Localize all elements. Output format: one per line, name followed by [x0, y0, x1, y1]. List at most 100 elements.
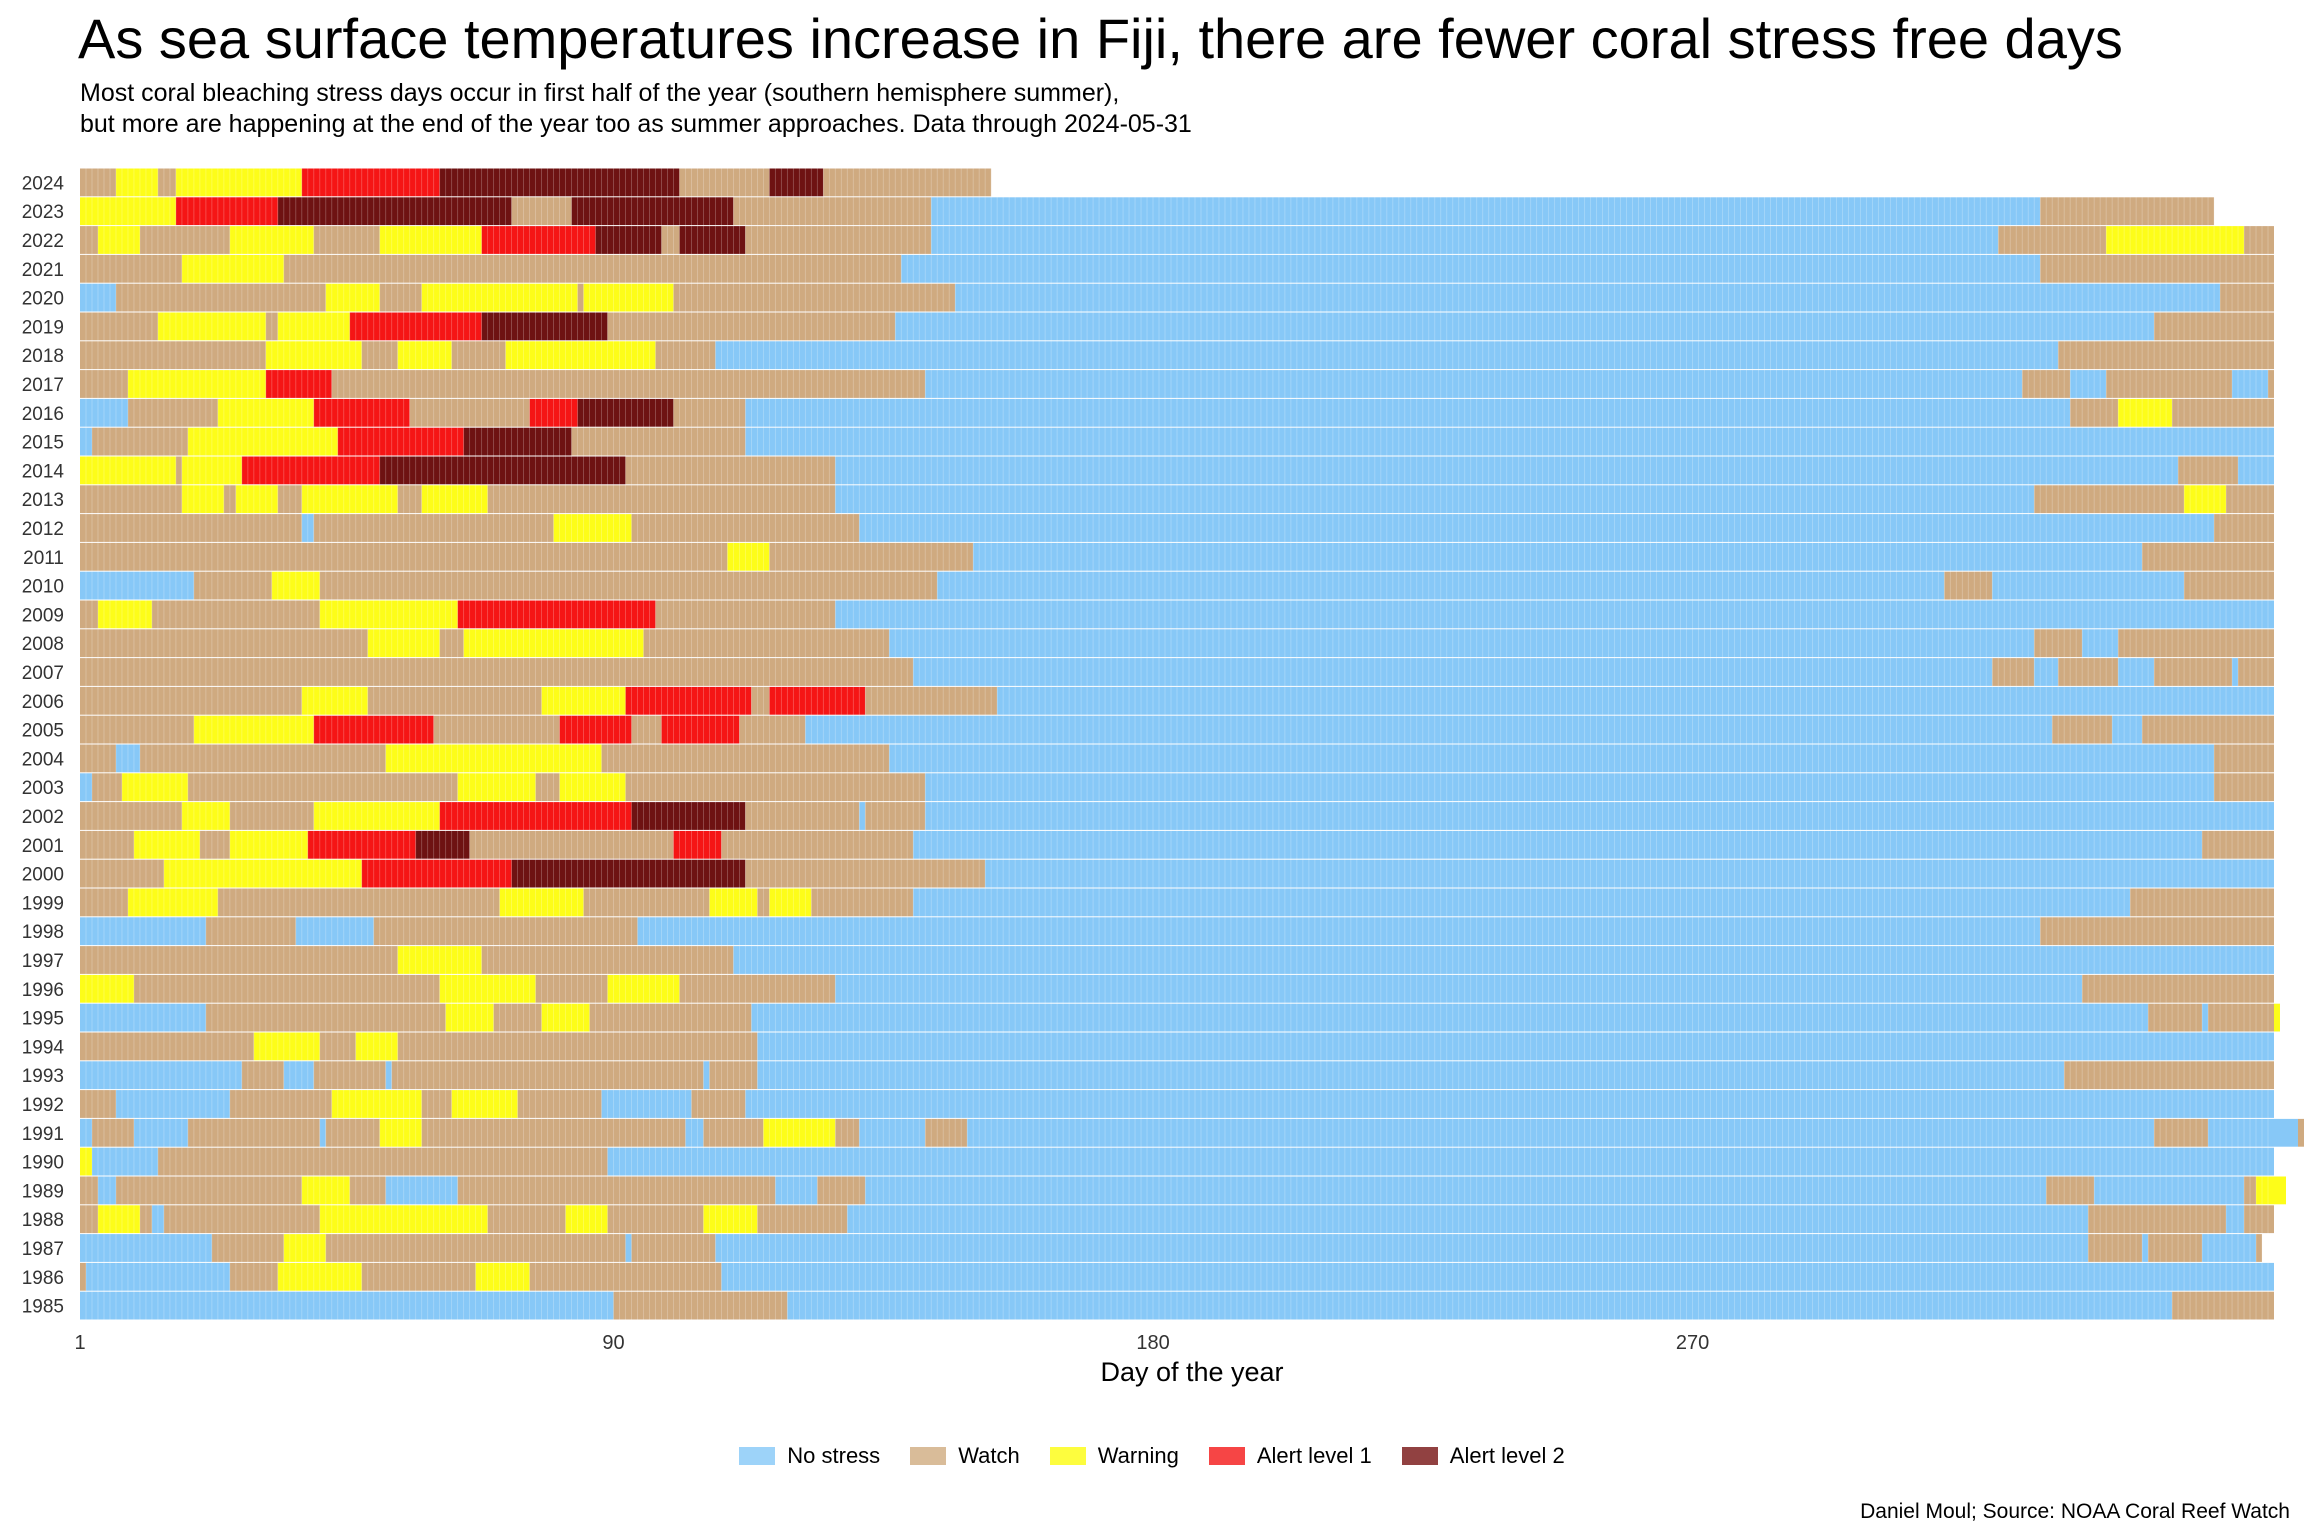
legend-swatch-alert-level-2	[1401, 1447, 1438, 1465]
cell-2008-watch-0	[80, 629, 368, 658]
cell-2013-watch-6	[397, 485, 422, 514]
cell-1988-watch-10	[757, 1205, 848, 1234]
cell-2013-no-stress-9	[835, 485, 2035, 514]
cell-1991-warning-6	[379, 1118, 422, 1147]
x-tick-label-1: 1	[74, 1332, 85, 1354]
cell-2003-watch-3	[187, 773, 458, 802]
cell-2007-no-stress-3	[2034, 658, 2059, 686]
cell-1989-watch-2	[115, 1176, 302, 1205]
cell-2002-watch-0	[80, 802, 182, 830]
cell-2022-warning-3	[229, 226, 314, 254]
cell-1989-warning-3	[301, 1176, 350, 1205]
cell-1991-watch-15	[2154, 1118, 2209, 1147]
cell-1999-warning-1	[127, 888, 218, 917]
x-tick-label-270: 270	[1676, 1332, 1709, 1354]
cell-2011-no-stress-3	[973, 542, 2143, 571]
year-label-1989: 1989	[22, 1181, 64, 1202]
cell-2012-watch-4	[631, 514, 860, 542]
cell-2017-no-stress-4	[925, 370, 2023, 398]
cell-2001-warning-3	[229, 830, 308, 859]
cell-2006-alert-level-1-4	[625, 686, 752, 715]
cell-1991-no-stress-0	[80, 1118, 92, 1147]
cell-1986-watch-0	[80, 1262, 86, 1291]
cell-2016-no-stress-0	[80, 398, 128, 427]
cell-1995-warning-2	[445, 1003, 494, 1032]
day-separator-lines	[85, 168, 2269, 1320]
cell-2006-watch-2	[367, 686, 542, 715]
cell-2009-warning-3	[319, 600, 458, 629]
cell-1989-watch-12	[2244, 1176, 2257, 1205]
cell-2024-warning-1	[115, 168, 158, 197]
cell-2016-no-stress-8	[745, 398, 2071, 427]
cell-1992-watch-4	[421, 1090, 452, 1118]
cell-1989-no-stress-11	[2094, 1176, 2245, 1205]
cell-1986-no-stress-7	[721, 1262, 2275, 1291]
cell-2002-warning-1	[181, 802, 230, 830]
cell-2002-watch-6	[745, 802, 860, 830]
cell-2017-watch-3	[331, 370, 926, 398]
cell-2014-watch-1	[175, 456, 182, 485]
cell-2007-watch-8	[2238, 658, 2274, 686]
cell-2000-no-stress-5	[985, 859, 2275, 888]
cell-2018-watch-4	[451, 341, 506, 370]
cell-1999-watch-10	[2130, 888, 2274, 917]
cell-1992-watch-0	[80, 1090, 116, 1118]
cell-1987-warning-2	[283, 1234, 326, 1262]
cell-1991-watch-7	[421, 1118, 686, 1147]
year-label-2005: 2005	[22, 721, 64, 742]
cell-2018-watch-6	[655, 341, 716, 370]
cell-2018-warning-5	[505, 341, 656, 370]
cell-1991-watch-17	[2297, 1118, 2304, 1147]
cell-1995-watch-3	[493, 1003, 542, 1032]
cell-2005-watch-11	[2142, 715, 2274, 744]
cell-2023-no-stress-6	[931, 197, 2041, 226]
cell-1990-warning-0	[80, 1147, 92, 1176]
cell-2014-warning-2	[181, 456, 242, 485]
cell-1992-no-stress-7	[601, 1090, 692, 1118]
cell-1988-no-stress-3	[151, 1205, 164, 1234]
cell-2021-watch-2	[283, 254, 902, 283]
cell-2024-watch-6	[679, 168, 770, 197]
cell-1996-watch-5	[679, 974, 836, 1003]
year-label-2003: 2003	[22, 778, 64, 799]
year-label-1991: 1991	[22, 1124, 64, 1145]
cell-2017-watch-9	[2268, 370, 2274, 398]
cell-1997-no-stress-3	[733, 946, 2274, 974]
cell-2017-no-stress-6	[2070, 370, 2107, 398]
cell-2005-no-stress-10	[2112, 715, 2143, 744]
year-label-1995: 1995	[22, 1009, 64, 1030]
cell-1995-no-stress-8	[2202, 1003, 2209, 1032]
cell-2010-watch-5	[1944, 571, 1993, 600]
cell-1989-no-stress-5	[385, 1176, 458, 1205]
cell-1992-warning-3	[331, 1090, 422, 1118]
cell-2013-warning-5	[301, 485, 398, 514]
cell-1994-warning-3	[355, 1032, 398, 1061]
cell-2014-alert-level-1-3	[241, 456, 380, 485]
year-label-1993: 1993	[22, 1066, 64, 1087]
cell-2008-watch-4	[643, 629, 890, 658]
day-grid-overlay	[85, 168, 2269, 1320]
cell-2003-watch-9	[2214, 773, 2274, 802]
cell-1987-watch-7	[2088, 1234, 2143, 1262]
cell-1987-no-stress-8	[2142, 1234, 2149, 1262]
year-label-2004: 2004	[22, 749, 65, 770]
cell-2020-watch-9	[2220, 283, 2274, 312]
cell-1997-warning-1	[397, 946, 482, 974]
cell-2021-watch-0	[80, 254, 182, 283]
cell-2001-no-stress-9	[913, 830, 2203, 859]
cell-2013-watch-0	[80, 485, 182, 514]
cell-2003-watch-7	[625, 773, 926, 802]
legend-item-alert-level-1: Alert level 1	[1208, 1443, 1372, 1469]
cell-1985-no-stress-2	[787, 1291, 2173, 1320]
cell-2022-alert-level-2-9	[679, 226, 746, 254]
cell-2003-warning-4	[457, 773, 536, 802]
cell-1989-watch-10	[2046, 1176, 2095, 1205]
cell-2015-warning-2	[187, 427, 338, 456]
cell-2017-warning-1	[127, 370, 266, 398]
cell-2020-warning-4	[421, 283, 578, 312]
cell-2019-alert-level-2-5	[481, 312, 608, 341]
cell-2020-warning-6	[583, 283, 674, 312]
year-label-2010: 2010	[22, 577, 64, 598]
cell-2014-no-stress-6	[835, 456, 2179, 485]
cell-2021-warning-1	[181, 254, 284, 283]
